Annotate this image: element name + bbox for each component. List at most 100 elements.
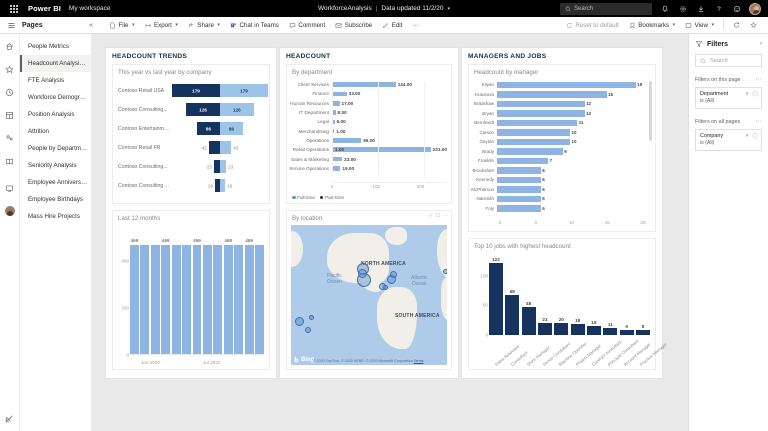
nav-hamburger-icon[interactable] — [0, 21, 22, 30]
sidebar-item-employee-anniversaries[interactable]: Employee Anniversaries — [20, 174, 91, 191]
manager-bar-chart[interactable]: Headcount by manager Kilyan 19 Krausova 15 B… — [468, 64, 656, 232]
department-bar[interactable] — [332, 91, 347, 97]
tornado-bar-last-year[interactable] — [208, 141, 220, 154]
map-bubble[interactable] — [305, 327, 311, 333]
manager-row[interactable]: Gaytan 10 — [469, 137, 643, 147]
map-bubble[interactable] — [309, 315, 314, 320]
department-row[interactable]: Service Operations 19.00 — [287, 164, 447, 173]
sidebar-item-mass-hire-projects[interactable]: Mass Hire Projects — [20, 208, 91, 225]
job-bar[interactable]: 20 — [554, 317, 569, 335]
map-bubble[interactable] — [383, 285, 388, 290]
department-bar[interactable] — [332, 156, 343, 162]
job-bar[interactable]: 18 — [570, 318, 585, 335]
bookmarks-button[interactable]: Bookmarks ▾ — [624, 17, 680, 34]
sidebar-item-attrition[interactable]: Attrition — [20, 123, 91, 140]
favorite-star-button[interactable] — [745, 17, 762, 34]
filters-search-input[interactable]: Search — [695, 54, 762, 67]
home-icon[interactable] — [4, 40, 16, 52]
manager-row[interactable]: Kennedy 6 — [469, 175, 643, 185]
chevron-down-icon[interactable]: ▾ — [745, 91, 749, 97]
manager-bar[interactable] — [497, 186, 541, 193]
chevron-down-icon[interactable]: ▾ — [131, 22, 135, 28]
manager-bar[interactable] — [497, 91, 607, 98]
chevron-down-icon[interactable]: ▾ — [672, 22, 676, 28]
manager-bar[interactable] — [497, 205, 541, 212]
favorites-star-icon[interactable] — [4, 63, 16, 75]
department-bar[interactable] — [332, 82, 396, 87]
recent-clock-icon[interactable] — [4, 86, 16, 98]
my-workspace-avatar[interactable] — [4, 205, 16, 217]
filter-card-department[interactable]: ▾ ◯ Department is (All) — [695, 87, 762, 109]
powerbi-brand[interactable]: Power BI — [28, 4, 61, 13]
report-name[interactable]: WorkforceAnalysis — [318, 5, 372, 12]
chevron-down-icon[interactable]: ▾ — [217, 22, 220, 28]
more-options-button[interactable]: ··· — [407, 17, 423, 34]
feedback-smiley-icon[interactable] — [731, 3, 742, 14]
manager-bar[interactable] — [497, 100, 585, 107]
apps-icon[interactable] — [4, 109, 16, 121]
filter-card-company[interactable]: ▾ ◯ Company is (All) — [695, 129, 762, 151]
department-row[interactable]: IT Department 8.00 — [287, 108, 447, 117]
department-row[interactable]: Retail Operations 231.00 1.00 — [287, 145, 447, 154]
sidebar-item-position-analysis[interactable]: Position Analysis — [20, 106, 91, 123]
job-bar[interactable]: 122 — [489, 257, 503, 335]
notifications-icon[interactable] — [659, 3, 670, 14]
manager-row[interactable]: Foly 6 — [469, 204, 643, 214]
manager-row[interactable]: Krausova 15 — [469, 90, 643, 100]
user-avatar[interactable] — [749, 2, 761, 15]
bar[interactable]: 469 — [244, 238, 254, 354]
manager-row[interactable]: Franklin 7 — [469, 156, 643, 166]
fullscreen-expand-icon[interactable] — [5, 416, 13, 426]
chat-in-teams-button[interactable]: T Chat in Teams — [225, 17, 284, 34]
tornado-row[interactable]: Contoso Consulting... 126 126 — [113, 100, 269, 119]
collapse-pages-icon[interactable]: « — [89, 21, 93, 29]
tornado-bar-this-year[interactable] — [220, 84, 268, 97]
sidebar-item-headcount-analysis[interactable]: Headcount Analysis C... — [20, 55, 91, 72]
bar[interactable] — [140, 244, 150, 354]
legend-item-fulltime[interactable]: Full-time — [292, 195, 315, 200]
tornado-bar-this-year[interactable] — [220, 122, 244, 135]
share-menu-button[interactable]: Share ▾ — [183, 17, 225, 34]
bar[interactable]: 469 — [223, 238, 233, 354]
bar[interactable] — [171, 244, 181, 354]
bar[interactable]: 469 — [130, 238, 139, 354]
tornado-bar-this-year[interactable] — [220, 103, 254, 116]
sidebar-item-fte-analysis[interactable]: FTE Analysis — [20, 72, 91, 89]
tornado-bar-last-year[interactable] — [196, 122, 220, 135]
sidebar-item-people-by-department[interactable]: People by Department — [20, 140, 91, 157]
tornado-bar-last-year[interactable] — [214, 179, 220, 192]
chevron-down-icon[interactable]: ▾ — [711, 22, 714, 28]
tornado-row[interactable]: Contoso Consulting... 23 23 — [113, 157, 269, 176]
manager-bar[interactable] — [497, 176, 541, 183]
tornado-chart[interactable]: This year vs last year by company Contos… — [112, 64, 270, 204]
department-bar-chart[interactable]: By department Client Services 144.00 Finan… — [286, 64, 452, 204]
shared-with-me-icon[interactable] — [4, 132, 16, 144]
bar[interactable]: 469 — [192, 238, 202, 354]
comment-button[interactable]: Comment — [284, 17, 330, 34]
department-row[interactable]: Finance 33.00 — [287, 89, 447, 98]
bar[interactable] — [182, 244, 192, 354]
manager-bar[interactable] — [497, 148, 563, 155]
map-bubble[interactable] — [295, 317, 304, 326]
app-launcher-icon[interactable] — [0, 4, 28, 13]
reset-to-default-button[interactable]: Reset to default — [561, 17, 624, 34]
tornado-bar-last-year[interactable] — [213, 160, 220, 173]
tornado-bar-last-year[interactable] — [172, 84, 220, 97]
location-map-visual[interactable]: By location ☉ ☐ ⋯ NORTH AMERICA SO — [286, 210, 452, 370]
department-row[interactable]: Operations 66.00 — [287, 136, 447, 145]
bar[interactable] — [213, 244, 223, 354]
map-terms-link[interactable]: Terms — [413, 358, 424, 363]
bing-map[interactable]: NORTH AMERICA SOUTH AMERICA Pacific Ocean… — [291, 225, 447, 365]
bar[interactable]: 469 — [161, 238, 171, 354]
job-bar[interactable]: 8 — [636, 324, 650, 335]
map-bubble[interactable] — [443, 269, 447, 274]
department-bar[interactable] — [332, 128, 335, 134]
job-bar[interactable]: 21 — [538, 317, 552, 335]
job-bar[interactable]: 48 — [521, 301, 536, 335]
tornado-bar-this-year[interactable] — [220, 141, 232, 154]
department-row[interactable]: Client Services 144.00 — [287, 80, 447, 89]
focus-icon[interactable]: ☐ — [435, 213, 440, 219]
tornado-bar-last-year[interactable] — [186, 103, 220, 116]
workspaces-icon[interactable] — [4, 182, 16, 194]
settings-gear-icon[interactable] — [677, 3, 688, 14]
